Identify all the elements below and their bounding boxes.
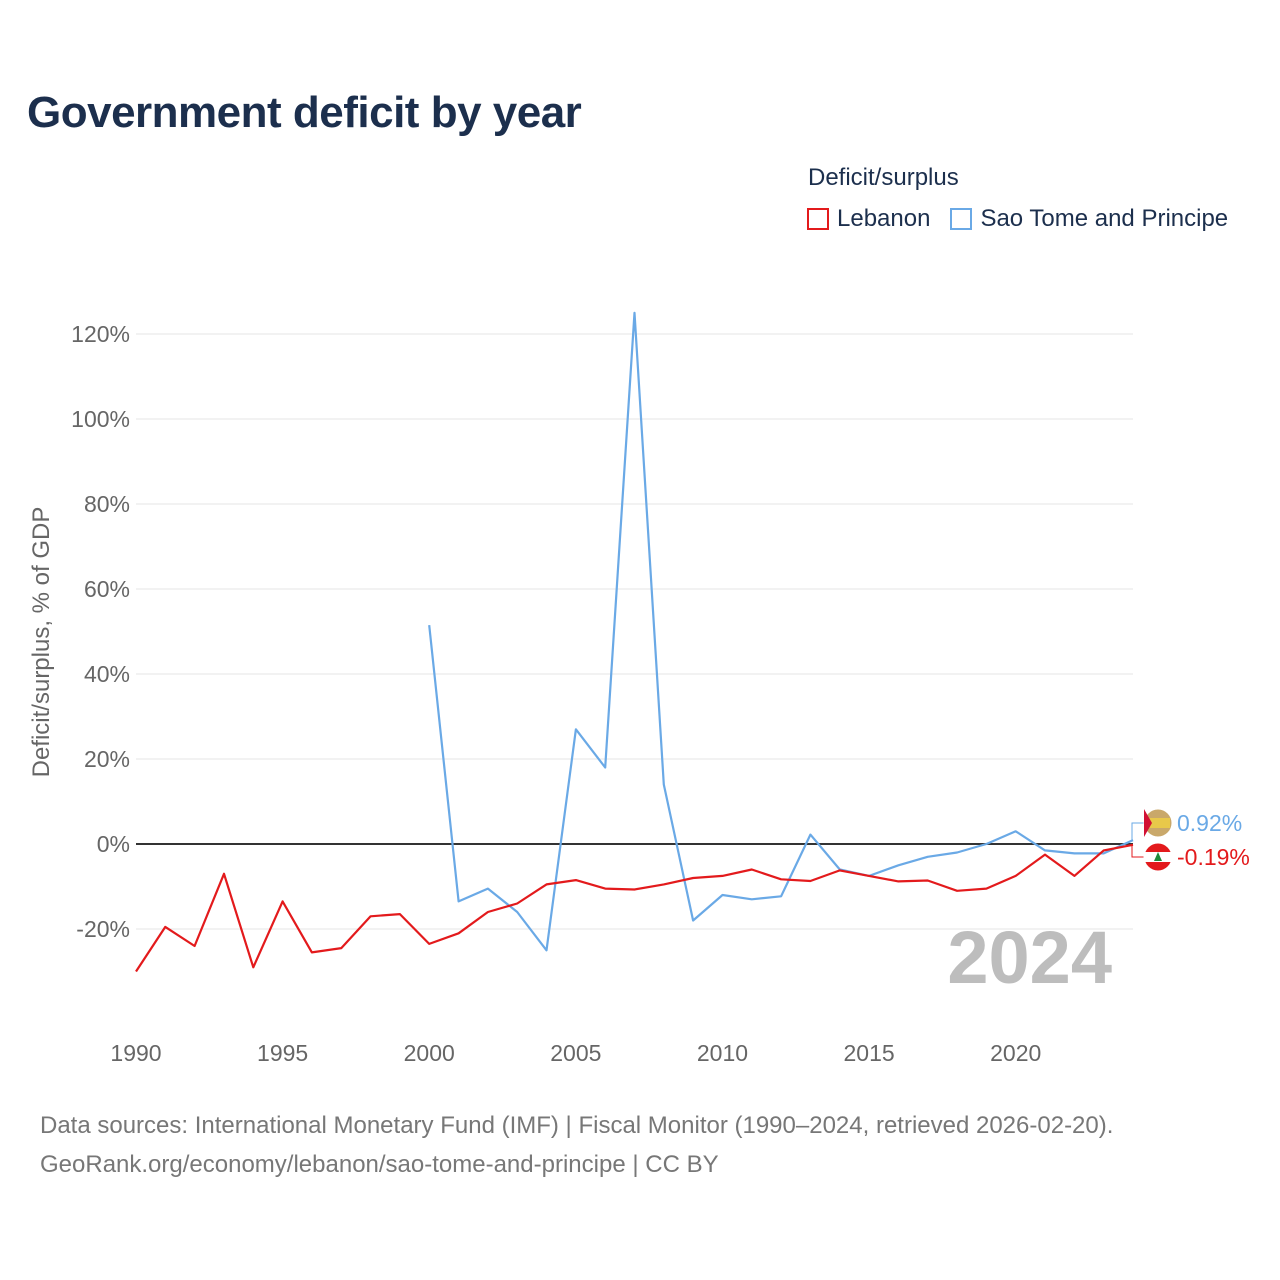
x-tick-label: 1990 xyxy=(110,1040,161,1066)
end-label-sao-tome-and-principe: 0.92% xyxy=(1177,810,1242,836)
legend-label-sao-tome: Sao Tome and Principe xyxy=(980,205,1229,232)
flag-cedar-icon xyxy=(1154,852,1162,861)
y-tick-label: 40% xyxy=(84,661,130,687)
x-tick-label: 2010 xyxy=(697,1040,748,1066)
y-tick-label: -20% xyxy=(76,916,130,942)
legend-item-sao-tome[interactable]: Sao Tome and Principe xyxy=(950,205,1228,233)
footer: Data sources: International Monetary Fun… xyxy=(40,1106,1113,1184)
legend-item-lebanon[interactable]: Lebanon xyxy=(807,205,930,233)
chart-title: Government deficit by year xyxy=(27,88,582,137)
x-tick-label: 2015 xyxy=(844,1040,895,1066)
y-tick-label: 120% xyxy=(71,321,130,347)
footer-credit: GeoRank.org/economy/lebanon/sao-tome-and… xyxy=(40,1151,719,1178)
footer-sources: Data sources: International Monetary Fun… xyxy=(40,1112,1114,1139)
legend-swatch-sao-tome xyxy=(950,208,973,230)
y-tick-label: 80% xyxy=(84,491,130,517)
year-watermark: 2024 xyxy=(947,916,1112,999)
series-line-lebanon xyxy=(135,843,1134,973)
y-tick-label: 100% xyxy=(71,406,130,432)
y-tick-label: 20% xyxy=(84,746,130,772)
end-connector-lebanon xyxy=(1131,844,1144,858)
end-connector-sao-tome-and-principe xyxy=(1131,822,1144,841)
y-tick-label: 0% xyxy=(97,831,130,857)
series-line-sao-tome-and-principe xyxy=(428,311,1134,952)
legend: Lebanon Sao Tome and Principe xyxy=(807,205,1228,233)
flag-triangle-icon xyxy=(1144,809,1152,837)
legend-swatch-lebanon xyxy=(807,208,829,230)
x-tick-label: 2005 xyxy=(550,1040,601,1066)
x-tick-label: 2000 xyxy=(404,1040,455,1066)
legend-title: Deficit/surplus xyxy=(808,164,959,191)
legend-label-lebanon: Lebanon xyxy=(837,205,931,232)
x-tick-label: 2020 xyxy=(990,1040,1041,1066)
x-tick-label: 1995 xyxy=(257,1040,308,1066)
end-label-lebanon: -0.19% xyxy=(1177,844,1250,870)
flag-band-sao-tome xyxy=(1146,818,1170,828)
y-tick-label: 60% xyxy=(84,576,130,602)
